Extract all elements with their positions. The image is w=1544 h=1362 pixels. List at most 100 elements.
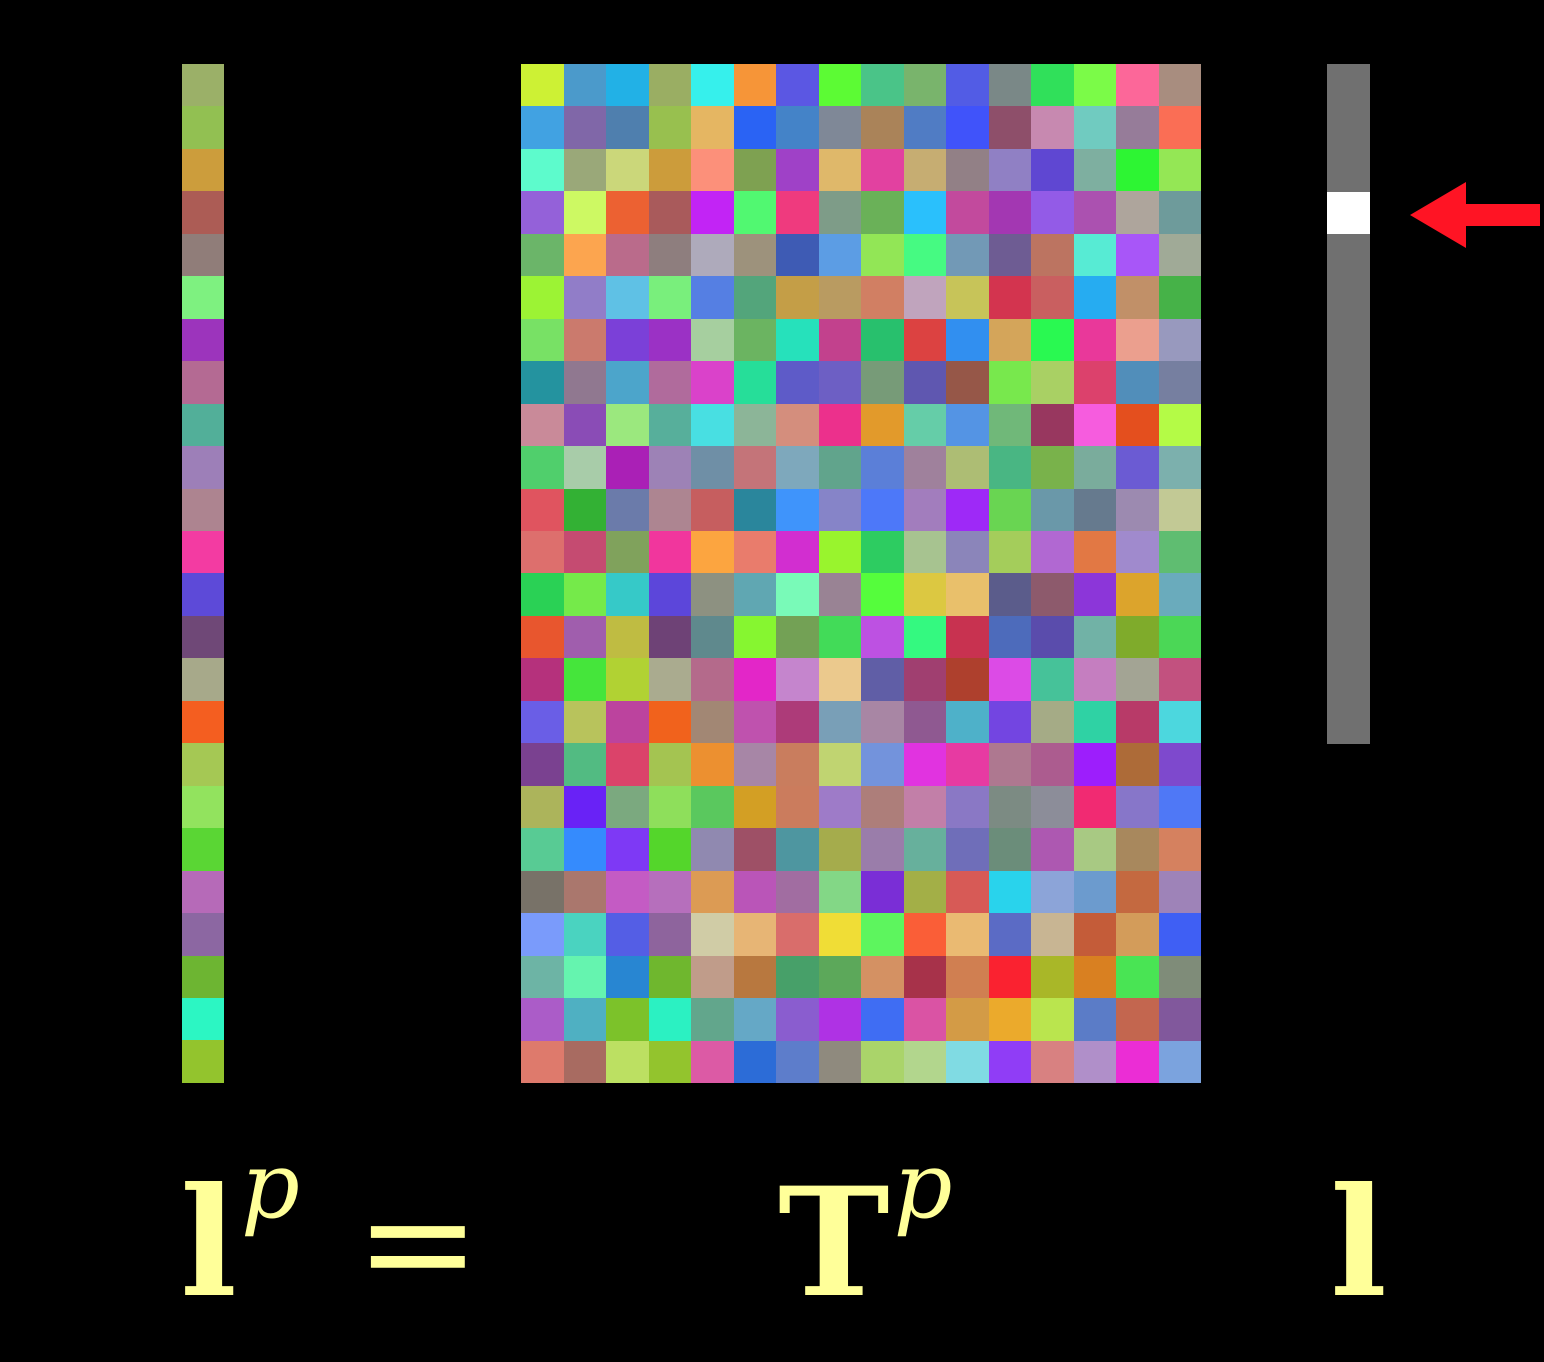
matrix-cell (988, 1040, 1031, 1083)
matrix-cell (521, 191, 564, 234)
lhs-label-superscript: p (240, 1132, 300, 1239)
matrix-cell (903, 700, 946, 744)
matrix-cell (861, 276, 904, 319)
output-vector-cell (182, 913, 224, 956)
matrix-cell (691, 148, 734, 192)
matrix-cell (606, 743, 649, 786)
matrix-cell (1073, 403, 1116, 447)
matrix-cell (691, 998, 734, 1041)
matrix-cell (1158, 318, 1201, 362)
matrix-cell (946, 276, 989, 319)
matrix-cell (733, 276, 776, 319)
matrix-cell (1031, 106, 1074, 149)
output-vector-cell (182, 658, 224, 701)
matrix-cell (691, 64, 734, 107)
matrix-cell (691, 191, 734, 234)
input-vector-cell (1327, 149, 1370, 192)
matrix-cell (1158, 148, 1201, 192)
output-vector-cell (182, 446, 224, 489)
matrix-cell (648, 531, 691, 574)
matrix-cell (521, 1040, 564, 1083)
matrix-cell (861, 700, 904, 744)
matrix-cell (1031, 233, 1074, 277)
matrix-cell (563, 955, 606, 999)
matrix-cell (521, 573, 564, 616)
matrix-cell (776, 743, 819, 786)
input-vector-cell (1327, 659, 1370, 702)
input-vector-cell (1327, 276, 1370, 319)
matrix-cell (733, 361, 776, 404)
output-vector-cell (182, 233, 224, 277)
matrix-cell (1031, 446, 1074, 489)
matrix-cell (648, 446, 691, 489)
matrix-cell (1073, 870, 1116, 914)
matrix-cell (1158, 573, 1201, 616)
matrix-cell (1116, 1040, 1159, 1083)
matrix-cell (988, 191, 1031, 234)
matrix-cell (691, 700, 734, 744)
output-vector-cell (182, 318, 224, 362)
matrix-cell (563, 913, 606, 956)
matrix-cell (776, 106, 819, 149)
matrix-cell (946, 403, 989, 447)
matrix-cell (1031, 700, 1074, 744)
matrix-cell (1031, 955, 1074, 999)
matrix-cell (1073, 785, 1116, 829)
matrix-cell (946, 531, 989, 574)
output-vector-cell (182, 955, 224, 998)
matrix-cell (1158, 276, 1201, 319)
matrix-cell (521, 955, 564, 999)
output-vector-cell (182, 403, 224, 447)
matrix-cell (648, 700, 691, 744)
matrix-cell (1116, 403, 1159, 447)
matrix-cell (1073, 1040, 1116, 1083)
matrix-cell (776, 233, 819, 277)
matrix-cell (1031, 191, 1074, 234)
matrix-cell (946, 743, 989, 786)
matrix-cell (903, 403, 946, 447)
matrix-cell (861, 615, 904, 659)
matrix-cell (648, 148, 691, 192)
matrix-cell (691, 403, 734, 447)
matrix-cell (648, 573, 691, 616)
matrix-cell (776, 955, 819, 999)
matrix-cell (1158, 361, 1201, 404)
matrix-cell (776, 1040, 819, 1083)
matrix-cell (903, 743, 946, 786)
matrix-cell (861, 106, 904, 149)
matrix-cell (1073, 615, 1116, 659)
rhs-label-base: l (1330, 1155, 1387, 1331)
matrix-cell (521, 446, 564, 489)
matrix-cell (903, 148, 946, 192)
matrix-cell (946, 998, 989, 1041)
matrix-cell (733, 785, 776, 829)
matrix-cell (861, 743, 904, 786)
matrix-cell (903, 828, 946, 871)
matrix-cell (1073, 191, 1116, 234)
matrix-cell (648, 488, 691, 532)
input-vector-cell (1327, 701, 1370, 744)
output-vector-cell (182, 64, 224, 107)
arrow-shape (1410, 182, 1540, 248)
matrix-cell (606, 148, 649, 192)
matrix-cell (648, 658, 691, 701)
matrix-cell (903, 446, 946, 489)
matrix-cell (1031, 361, 1074, 404)
matrix-cell (521, 785, 564, 829)
matrix-cell (903, 191, 946, 234)
output-vector-cell (182, 361, 224, 404)
matrix-cell (1116, 870, 1159, 914)
matrix-cell (903, 531, 946, 574)
matrix-cell (563, 573, 606, 616)
matrix-cell (563, 531, 606, 574)
lhs-label-base: l (180, 1155, 237, 1331)
output-vector-cell (182, 573, 224, 616)
matrix-cell (988, 531, 1031, 574)
matrix-cell (776, 488, 819, 532)
matrix-cell (988, 573, 1031, 616)
matrix-cell (776, 658, 819, 701)
matrix-cell (818, 488, 861, 532)
matrix-cell (776, 403, 819, 447)
matrix-cell (521, 531, 564, 574)
matrix-cell (861, 446, 904, 489)
